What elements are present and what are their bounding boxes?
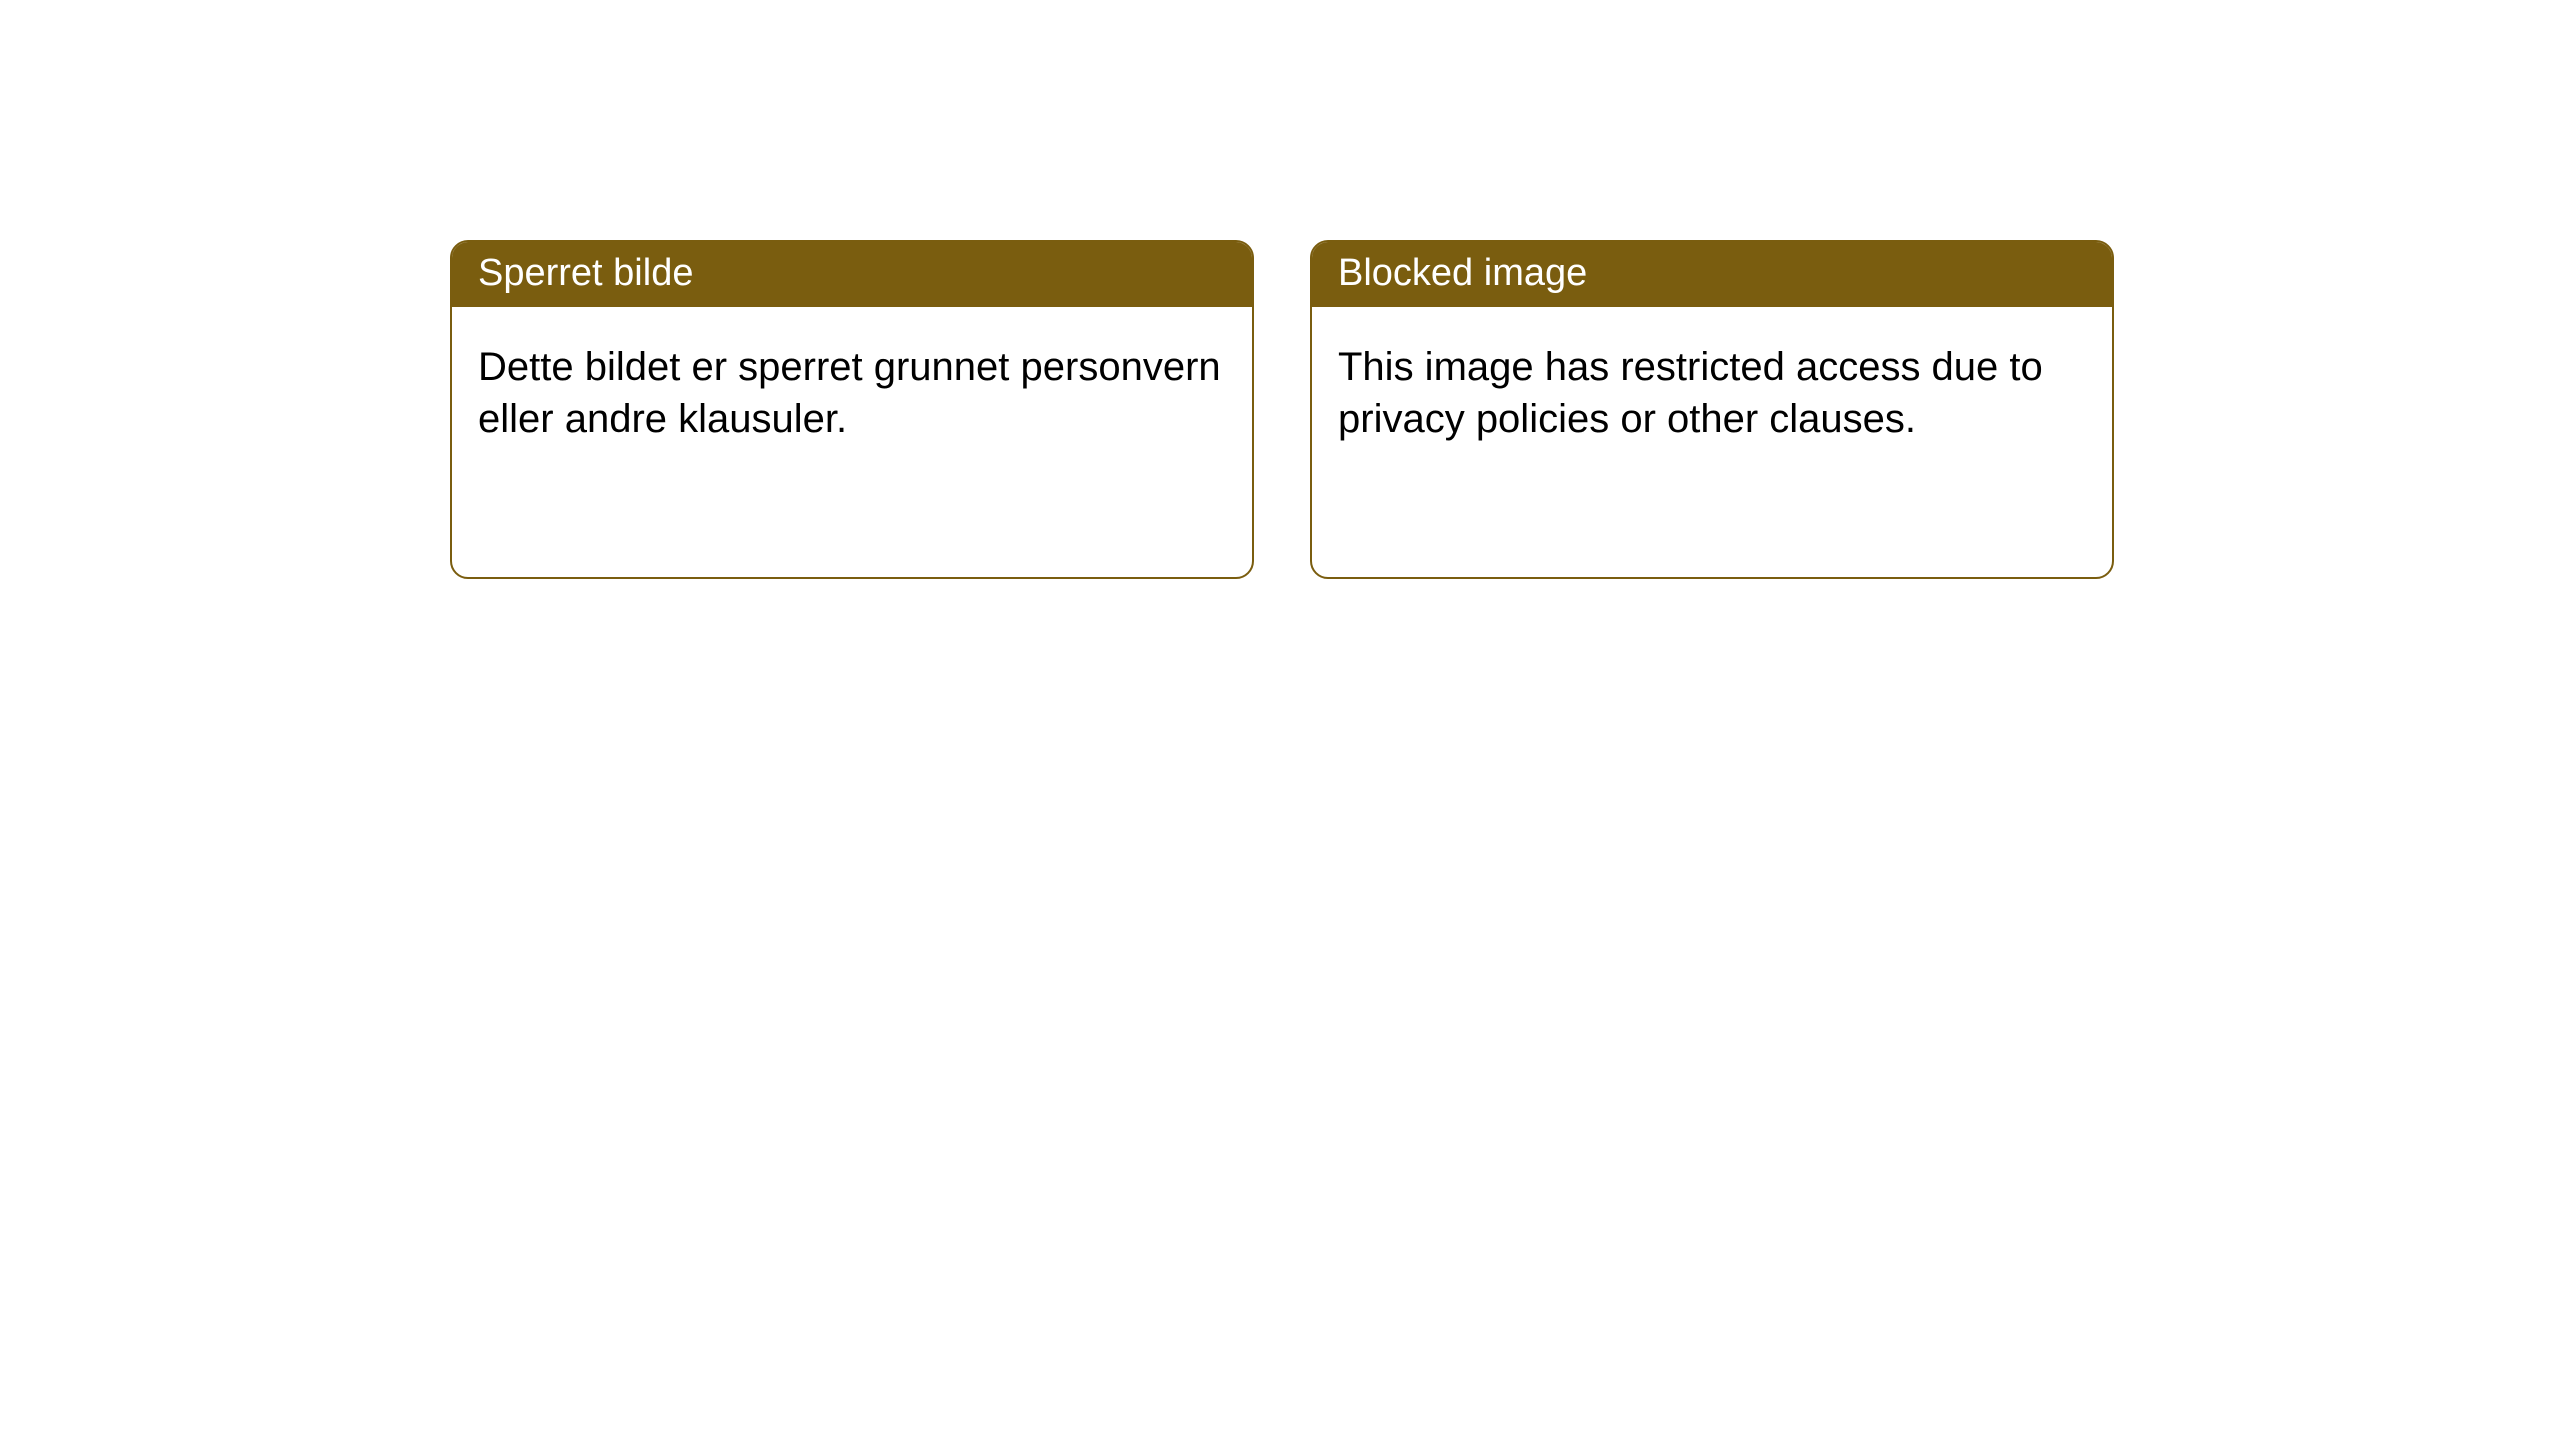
card-container: Sperret bilde Dette bildet er sperret gr…	[0, 0, 2560, 579]
card-body: This image has restricted access due to …	[1312, 307, 2112, 577]
blocked-image-card-no: Sperret bilde Dette bildet er sperret gr…	[450, 240, 1254, 579]
card-message: Dette bildet er sperret grunnet personve…	[478, 341, 1226, 445]
card-header: Blocked image	[1312, 242, 2112, 307]
card-title: Blocked image	[1338, 252, 1587, 294]
blocked-image-card-en: Blocked image This image has restricted …	[1310, 240, 2114, 579]
card-body: Dette bildet er sperret grunnet personve…	[452, 307, 1252, 577]
card-message: This image has restricted access due to …	[1338, 341, 2086, 445]
card-title: Sperret bilde	[478, 252, 693, 294]
card-header: Sperret bilde	[452, 242, 1252, 307]
